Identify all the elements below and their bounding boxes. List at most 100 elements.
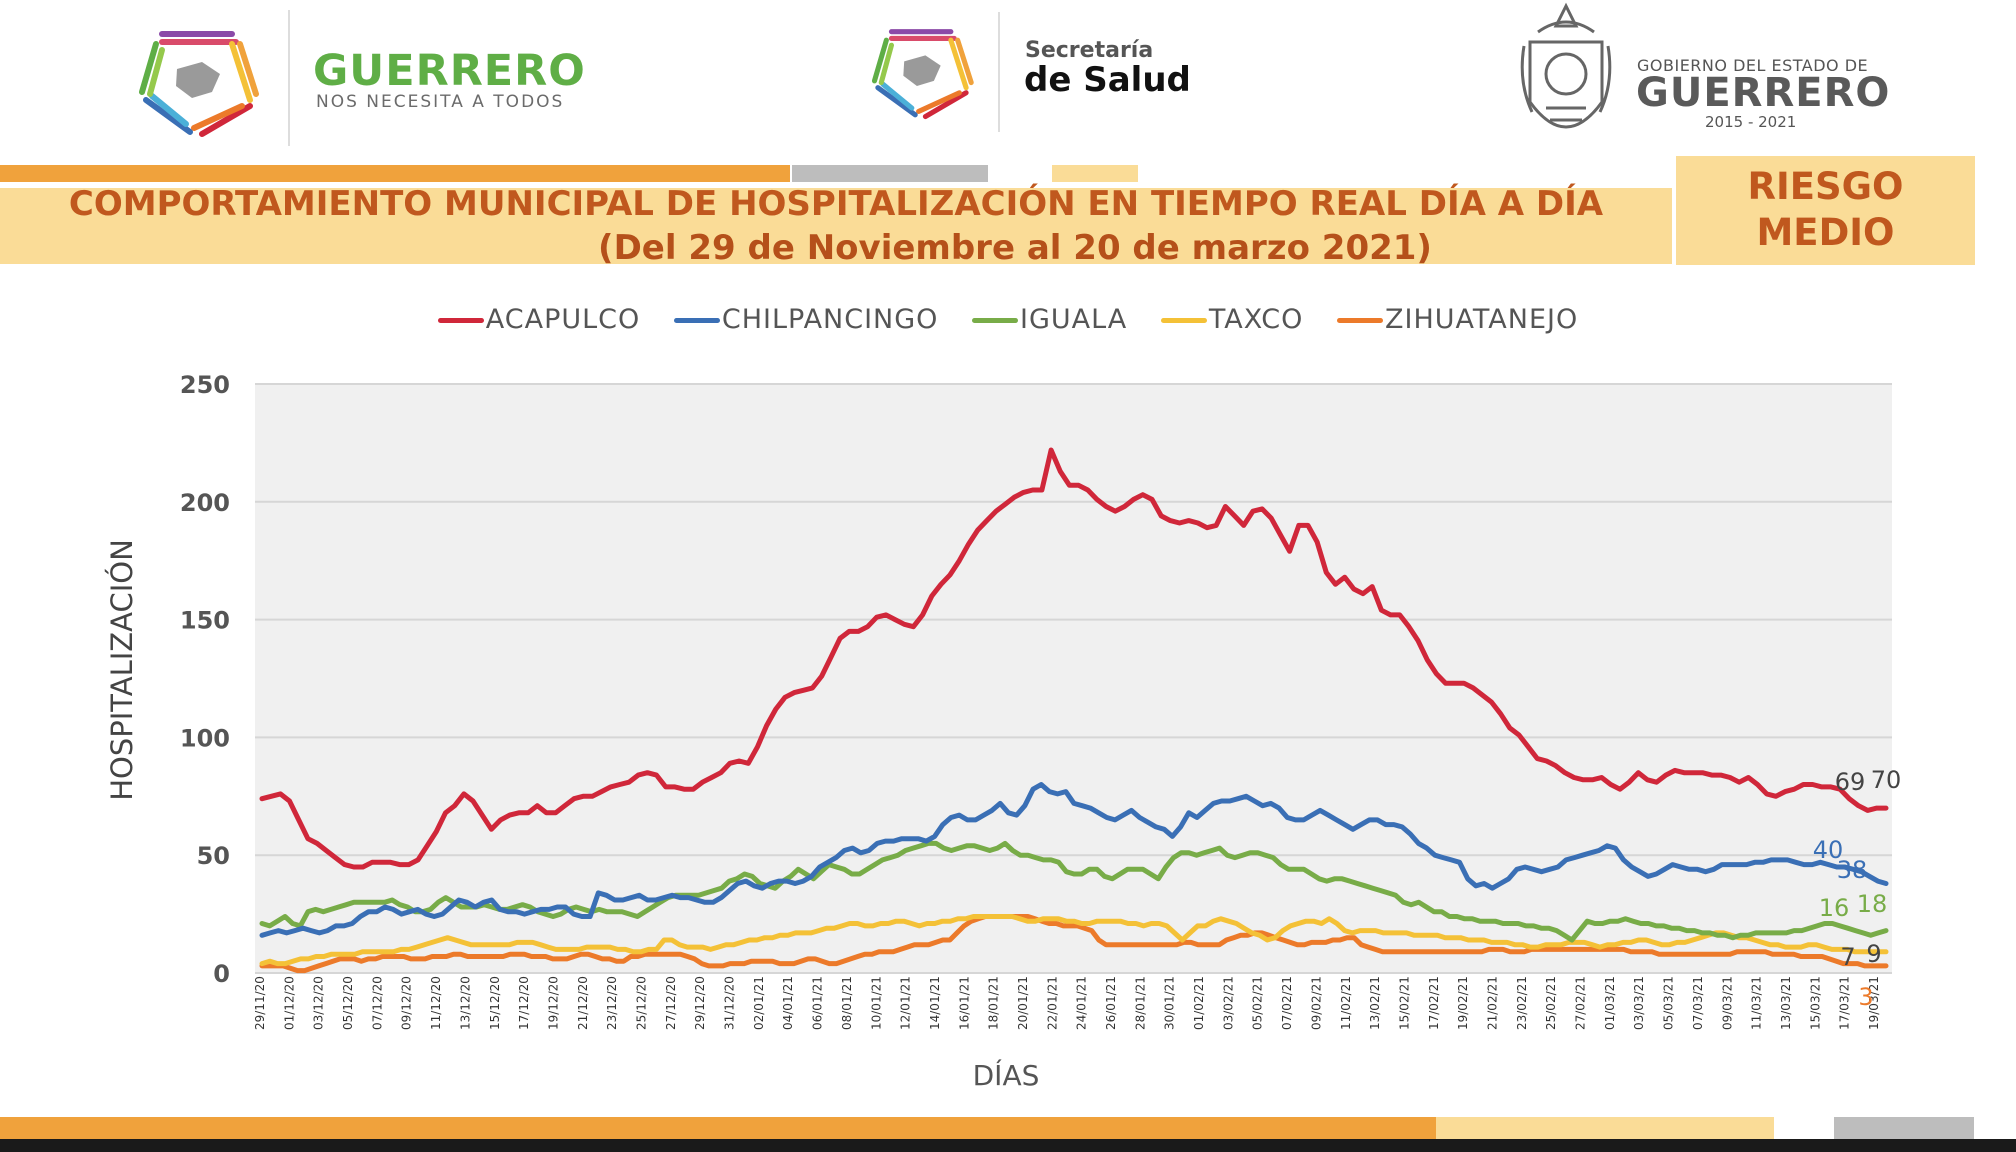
x-tick-label: 06/01/21 — [811, 976, 825, 1030]
guerrero-star-logo-icon — [139, 31, 259, 137]
series-line-zihuatanejo — [259, 914, 1889, 974]
end-label-taxco: 7 — [1840, 943, 1855, 971]
x-tick-label: 23/02/21 — [1515, 976, 1529, 1030]
x-tick-label: 29/12/20 — [693, 976, 707, 1030]
legend-item-taxco: TAXCO — [1160, 304, 1304, 335]
end-label-zihuatanejo: 3 — [1858, 983, 1873, 1011]
x-tick-label: 09/03/21 — [1720, 976, 1734, 1030]
yellow-stripe — [1052, 165, 1138, 182]
x-tick-label: 26/01/21 — [1104, 976, 1118, 1030]
x-tick-label: 01/02/21 — [1192, 976, 1206, 1030]
legend-swatch — [972, 318, 1019, 323]
x-tick-label: 27/12/20 — [664, 976, 678, 1030]
x-tick-label: 17/03/21 — [1838, 976, 1852, 1030]
x-tick-label: 19/02/21 — [1456, 976, 1470, 1030]
x-tick-label: 17/12/20 — [517, 976, 531, 1030]
page-title: COMPORTAMIENTO MUNICIPAL DE HOSPITALIZAC… — [68, 184, 1604, 224]
x-tick-label: 08/01/21 — [840, 976, 854, 1030]
risk-level-badge: RIESGO MEDIO — [1676, 156, 1975, 265]
end-label-iguala: 18 — [1857, 890, 1888, 918]
x-tick-label: 07/12/20 — [370, 976, 384, 1030]
x-tick-label: 19/03/21 — [1867, 976, 1881, 1030]
guerrero-brand-tagline: NOS NECESITA A TODOS — [316, 92, 565, 112]
end-label-chilpancingo: 40 — [1813, 836, 1844, 864]
x-tick-label: 15/02/21 — [1397, 976, 1411, 1030]
hospitalization-line-chart: 0 50 100 150 200 250 29/11/20 01/12/20 03/12/20… — [105, 371, 1902, 1092]
x-tick-label: 25/12/20 — [634, 976, 648, 1030]
x-tick-label: 24/01/21 — [1075, 976, 1089, 1030]
x-tick-label: 22/01/21 — [1045, 976, 1059, 1030]
x-tick-label: 18/01/21 — [987, 976, 1001, 1030]
state-name: GUERRERO — [1636, 70, 1891, 116]
legend-label: ZIHUATANEJO — [1384, 304, 1579, 335]
x-tick-label: 13/03/21 — [1779, 976, 1793, 1030]
salud-star-logo-icon — [871, 29, 974, 120]
x-tick-label: 09/02/21 — [1309, 976, 1323, 1030]
x-tick-label: 13/12/20 — [458, 976, 472, 1030]
guerrero-brand-name: GUERRERO — [313, 46, 586, 96]
x-tick-label: 10/01/21 — [869, 976, 883, 1030]
y-tick-label: 100 — [180, 724, 230, 752]
state-seal-icon — [1520, 2, 1612, 129]
risk-label: RIESGO — [1747, 165, 1904, 208]
x-tick-label: 27/02/21 — [1574, 976, 1588, 1030]
government-period: 2015 - 2021 — [1705, 113, 1797, 131]
salud-brand-bottom: de Salud — [1024, 60, 1191, 100]
y-tick-label: 250 — [180, 371, 230, 399]
salud-brand-top: Secretaría — [1025, 38, 1154, 63]
x-tick-label: 16/01/21 — [957, 976, 971, 1030]
end-label-chilpancingo: 38 — [1837, 856, 1868, 884]
x-tick-label: 07/02/21 — [1280, 976, 1294, 1030]
x-tick-label: 04/01/21 — [781, 976, 795, 1030]
risk-value: MEDIO — [1756, 211, 1895, 254]
end-label-acapulco: 69 — [1835, 768, 1866, 796]
x-tick-label: 21/12/20 — [576, 976, 590, 1030]
x-tick-label: 01/03/21 — [1603, 976, 1617, 1030]
x-tick-label: 11/02/21 — [1339, 976, 1353, 1030]
x-tick-label: 15/12/20 — [488, 976, 502, 1030]
x-axis-title: DÍAS — [973, 1058, 1040, 1092]
y-tick-label: 0 — [213, 960, 230, 988]
end-label-taxco: 9 — [1866, 940, 1881, 968]
footer-orange-bar — [0, 1117, 1436, 1139]
x-tick-label: 17/02/21 — [1427, 976, 1441, 1030]
plot-area — [255, 384, 1892, 973]
x-tick-label: 02/01/21 — [752, 976, 766, 1030]
x-tick-label: 03/03/21 — [1632, 976, 1646, 1030]
legend-item-iguala: IGUALA — [972, 304, 1127, 335]
x-tick-label: 03/02/21 — [1221, 976, 1235, 1030]
end-label-iguala: 16 — [1819, 894, 1850, 922]
state-government-label: GOBIERNO DEL ESTADO DE — [1637, 56, 1869, 75]
x-tick-label: 05/03/21 — [1662, 976, 1676, 1030]
x-tick-label: 05/12/20 — [341, 976, 355, 1030]
series-line-acapulco — [259, 447, 1889, 870]
x-tick-label: 07/03/21 — [1691, 976, 1705, 1030]
y-tick-label: 200 — [180, 489, 230, 517]
series-line-chilpancingo — [259, 782, 1889, 938]
divider — [998, 12, 1000, 132]
x-tick-label: 21/02/21 — [1486, 976, 1500, 1030]
x-tick-label: 15/03/21 — [1808, 976, 1822, 1030]
x-tick-label: 12/01/21 — [899, 976, 913, 1030]
x-tick-label: 31/12/20 — [723, 976, 737, 1030]
series-lines — [259, 447, 1889, 974]
end-label-acapulco: 70 — [1871, 766, 1902, 794]
x-axis-ticks: 29/11/20 01/12/20 03/12/20 05/12/20 07/12/20… — [253, 976, 1881, 1030]
y-tick-label: 50 — [197, 842, 230, 870]
legend-swatch — [673, 318, 720, 323]
chart-legend: ACAPULCO CHILPANCINGO IGUALA TAXCO ZIHUA… — [0, 304, 2016, 335]
y-axis-title: HOSPITALIZACIÓN — [105, 539, 139, 801]
divider — [288, 10, 290, 146]
x-tick-label: 19/12/20 — [546, 976, 560, 1030]
x-tick-label: 25/02/21 — [1544, 976, 1558, 1030]
x-tick-label: 09/12/20 — [400, 976, 414, 1030]
x-tick-label: 01/12/20 — [282, 976, 296, 1030]
legend-swatch — [1160, 318, 1207, 323]
legend-swatch — [1336, 318, 1383, 323]
x-tick-label: 30/01/21 — [1163, 976, 1177, 1030]
gridlines — [255, 383, 1892, 974]
page-subtitle: (Del 29 de Noviembre al 20 de marzo 2021… — [598, 228, 1432, 268]
x-tick-label: 23/12/20 — [605, 976, 619, 1030]
y-axis-ticks: 0 50 100 150 200 250 — [180, 371, 230, 988]
